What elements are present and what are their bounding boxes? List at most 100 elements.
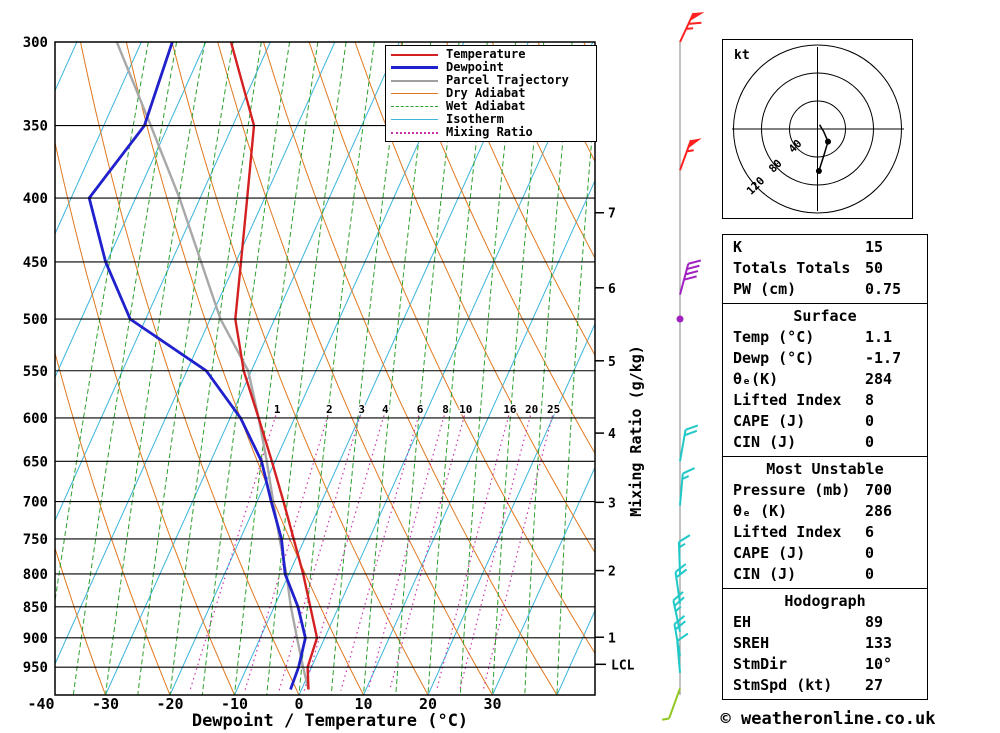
plot-border	[54, 41, 596, 696]
stat-value: 50	[865, 259, 884, 277]
legend-line-swatch	[391, 93, 438, 94]
svg-text:20: 20	[525, 403, 538, 416]
stat-label: StmDir	[733, 655, 788, 673]
mixing-ratio-axis-label: Mixing Ratio (g/kg)	[627, 345, 645, 517]
svg-text:10: 10	[354, 695, 372, 713]
svg-text:350: 350	[23, 119, 48, 135]
stat-value: 89	[865, 613, 884, 631]
stat-value: 27	[865, 676, 884, 694]
legend-label: Parcel Trajectory	[446, 73, 569, 87]
stats-section-title: Surface	[793, 307, 857, 325]
svg-text:450: 450	[23, 255, 48, 271]
stat-value: -1.7	[865, 349, 902, 367]
svg-text:30: 30	[483, 695, 501, 713]
svg-text:-30: -30	[92, 695, 119, 713]
wind-level-marker	[676, 315, 684, 323]
stat-value: 700	[865, 481, 893, 499]
stat-label: EH	[733, 613, 752, 631]
stat-label: SREH	[733, 634, 770, 652]
legend-item-wet-adiabat: Wet Adiabat	[391, 100, 596, 113]
stat-value: 0	[865, 433, 875, 451]
stat-label: PW (cm)	[733, 280, 797, 298]
svg-text:400: 400	[23, 191, 48, 207]
stat-label: Dewp (°C)	[733, 349, 815, 367]
legend-label: Dry Adiabat	[446, 86, 526, 100]
stat-value: 1.1	[865, 328, 893, 346]
svg-text:4: 4	[382, 403, 389, 416]
wind-barb	[679, 467, 696, 506]
legend-item-dry-adiabat: Dry Adiabat	[391, 87, 596, 100]
hodograph-dot	[815, 168, 822, 174]
legend-label: Dewpoint	[446, 60, 504, 74]
wet-adiabat-lines	[55, 42, 595, 695]
svg-text:3: 3	[358, 403, 365, 416]
legend-line-swatch	[391, 106, 438, 107]
pressure-tick-labels: 300 350 400 450 500 550 600 650 700 750 800 850 900 9…	[23, 35, 48, 676]
svg-text:20: 20	[419, 695, 437, 713]
stat-row: PW (cm) 0.75	[723, 279, 927, 300]
stat-label: θₑ(K)	[733, 370, 779, 388]
svg-text:1: 1	[274, 403, 281, 416]
svg-text:2: 2	[608, 565, 616, 580]
km-axis: 7 6 5 4 3 2 1 LCL	[595, 207, 635, 673]
wind-barb-column	[661, 12, 705, 721]
x-axis-label: Dewpoint / Temperature (°C)	[191, 711, 469, 731]
legend-item-dewpoint: Dewpoint	[391, 61, 596, 74]
stat-row: CAPE (J) 0	[723, 543, 927, 564]
stat-row: Temp (°C) 1.1	[723, 327, 927, 348]
svg-text:1: 1	[608, 631, 616, 646]
stat-label: CAPE (J)	[733, 544, 806, 562]
svg-text:0: 0	[294, 695, 303, 713]
wind-barb	[672, 591, 685, 633]
svg-text:500: 500	[23, 312, 48, 328]
legend-line-swatch	[391, 66, 438, 69]
stat-row: Pressure (mb) 700	[723, 480, 927, 501]
stat-value: 0	[865, 412, 875, 430]
hodograph-dot	[825, 138, 831, 145]
chart-legend: Temperature Dewpoint Parcel Trajectory Dry …	[385, 45, 597, 142]
svg-text:6: 6	[417, 403, 424, 416]
svg-text:700: 700	[23, 495, 48, 511]
svg-text:5: 5	[608, 355, 616, 370]
stat-value: 10°	[865, 655, 893, 673]
stats-section-title: Hodograph	[784, 592, 866, 610]
hodograph-ring	[789, 100, 846, 158]
legend-line-swatch	[391, 119, 438, 120]
svg-text:550: 550	[23, 364, 48, 380]
stat-row: Lifted Index 8	[723, 390, 927, 411]
svg-text:-40: -40	[27, 695, 54, 713]
stat-value: 15	[865, 238, 884, 256]
lcl-label: LCL	[611, 658, 635, 673]
plot-area	[55, 42, 595, 695]
stat-label: StmSpd (kt)	[733, 676, 833, 694]
svg-text:650: 650	[23, 454, 48, 470]
wind-barb	[674, 563, 688, 604]
stat-label: K	[733, 238, 743, 256]
wind-barb	[679, 424, 699, 462]
stat-label: Lifted Index	[733, 391, 842, 409]
stats-section-surface: Surface Temp (°C) 1.1 Dewp (°C) -1.7 θₑ(K) 284…	[722, 303, 928, 457]
legend-item-mixing-ratio: Mixing Ratio	[391, 126, 596, 139]
svg-text:900: 900	[23, 631, 48, 647]
svg-text:2: 2	[326, 403, 333, 416]
svg-text:750: 750	[23, 532, 48, 548]
mixing-ratio-lines	[189, 410, 555, 691]
stat-row: SREH 133	[723, 633, 927, 654]
svg-text:7: 7	[608, 207, 616, 222]
stat-label: Totals Totals	[733, 259, 851, 277]
svg-text:6: 6	[608, 282, 616, 297]
wind-barb	[679, 12, 705, 43]
stat-row: Totals Totals 50	[723, 258, 927, 279]
legend-item-isotherm: Isotherm	[391, 113, 596, 126]
stat-value: 0	[865, 544, 875, 562]
stats-section-hodograph: Hodograph EH 89 SREH 133 StmDir 10° StmSpd (kt)…	[722, 588, 928, 700]
stat-value: 0.75	[865, 280, 902, 298]
svg-text:8: 8	[442, 403, 449, 416]
stats-section: K 15 Totals Totals 50 PW (cm) 0.75	[722, 234, 928, 304]
stat-label: Temp (°C)	[733, 328, 815, 346]
stat-label: CIN (J)	[733, 565, 797, 583]
stat-value: 0	[865, 565, 875, 583]
svg-text:25: 25	[547, 403, 560, 416]
